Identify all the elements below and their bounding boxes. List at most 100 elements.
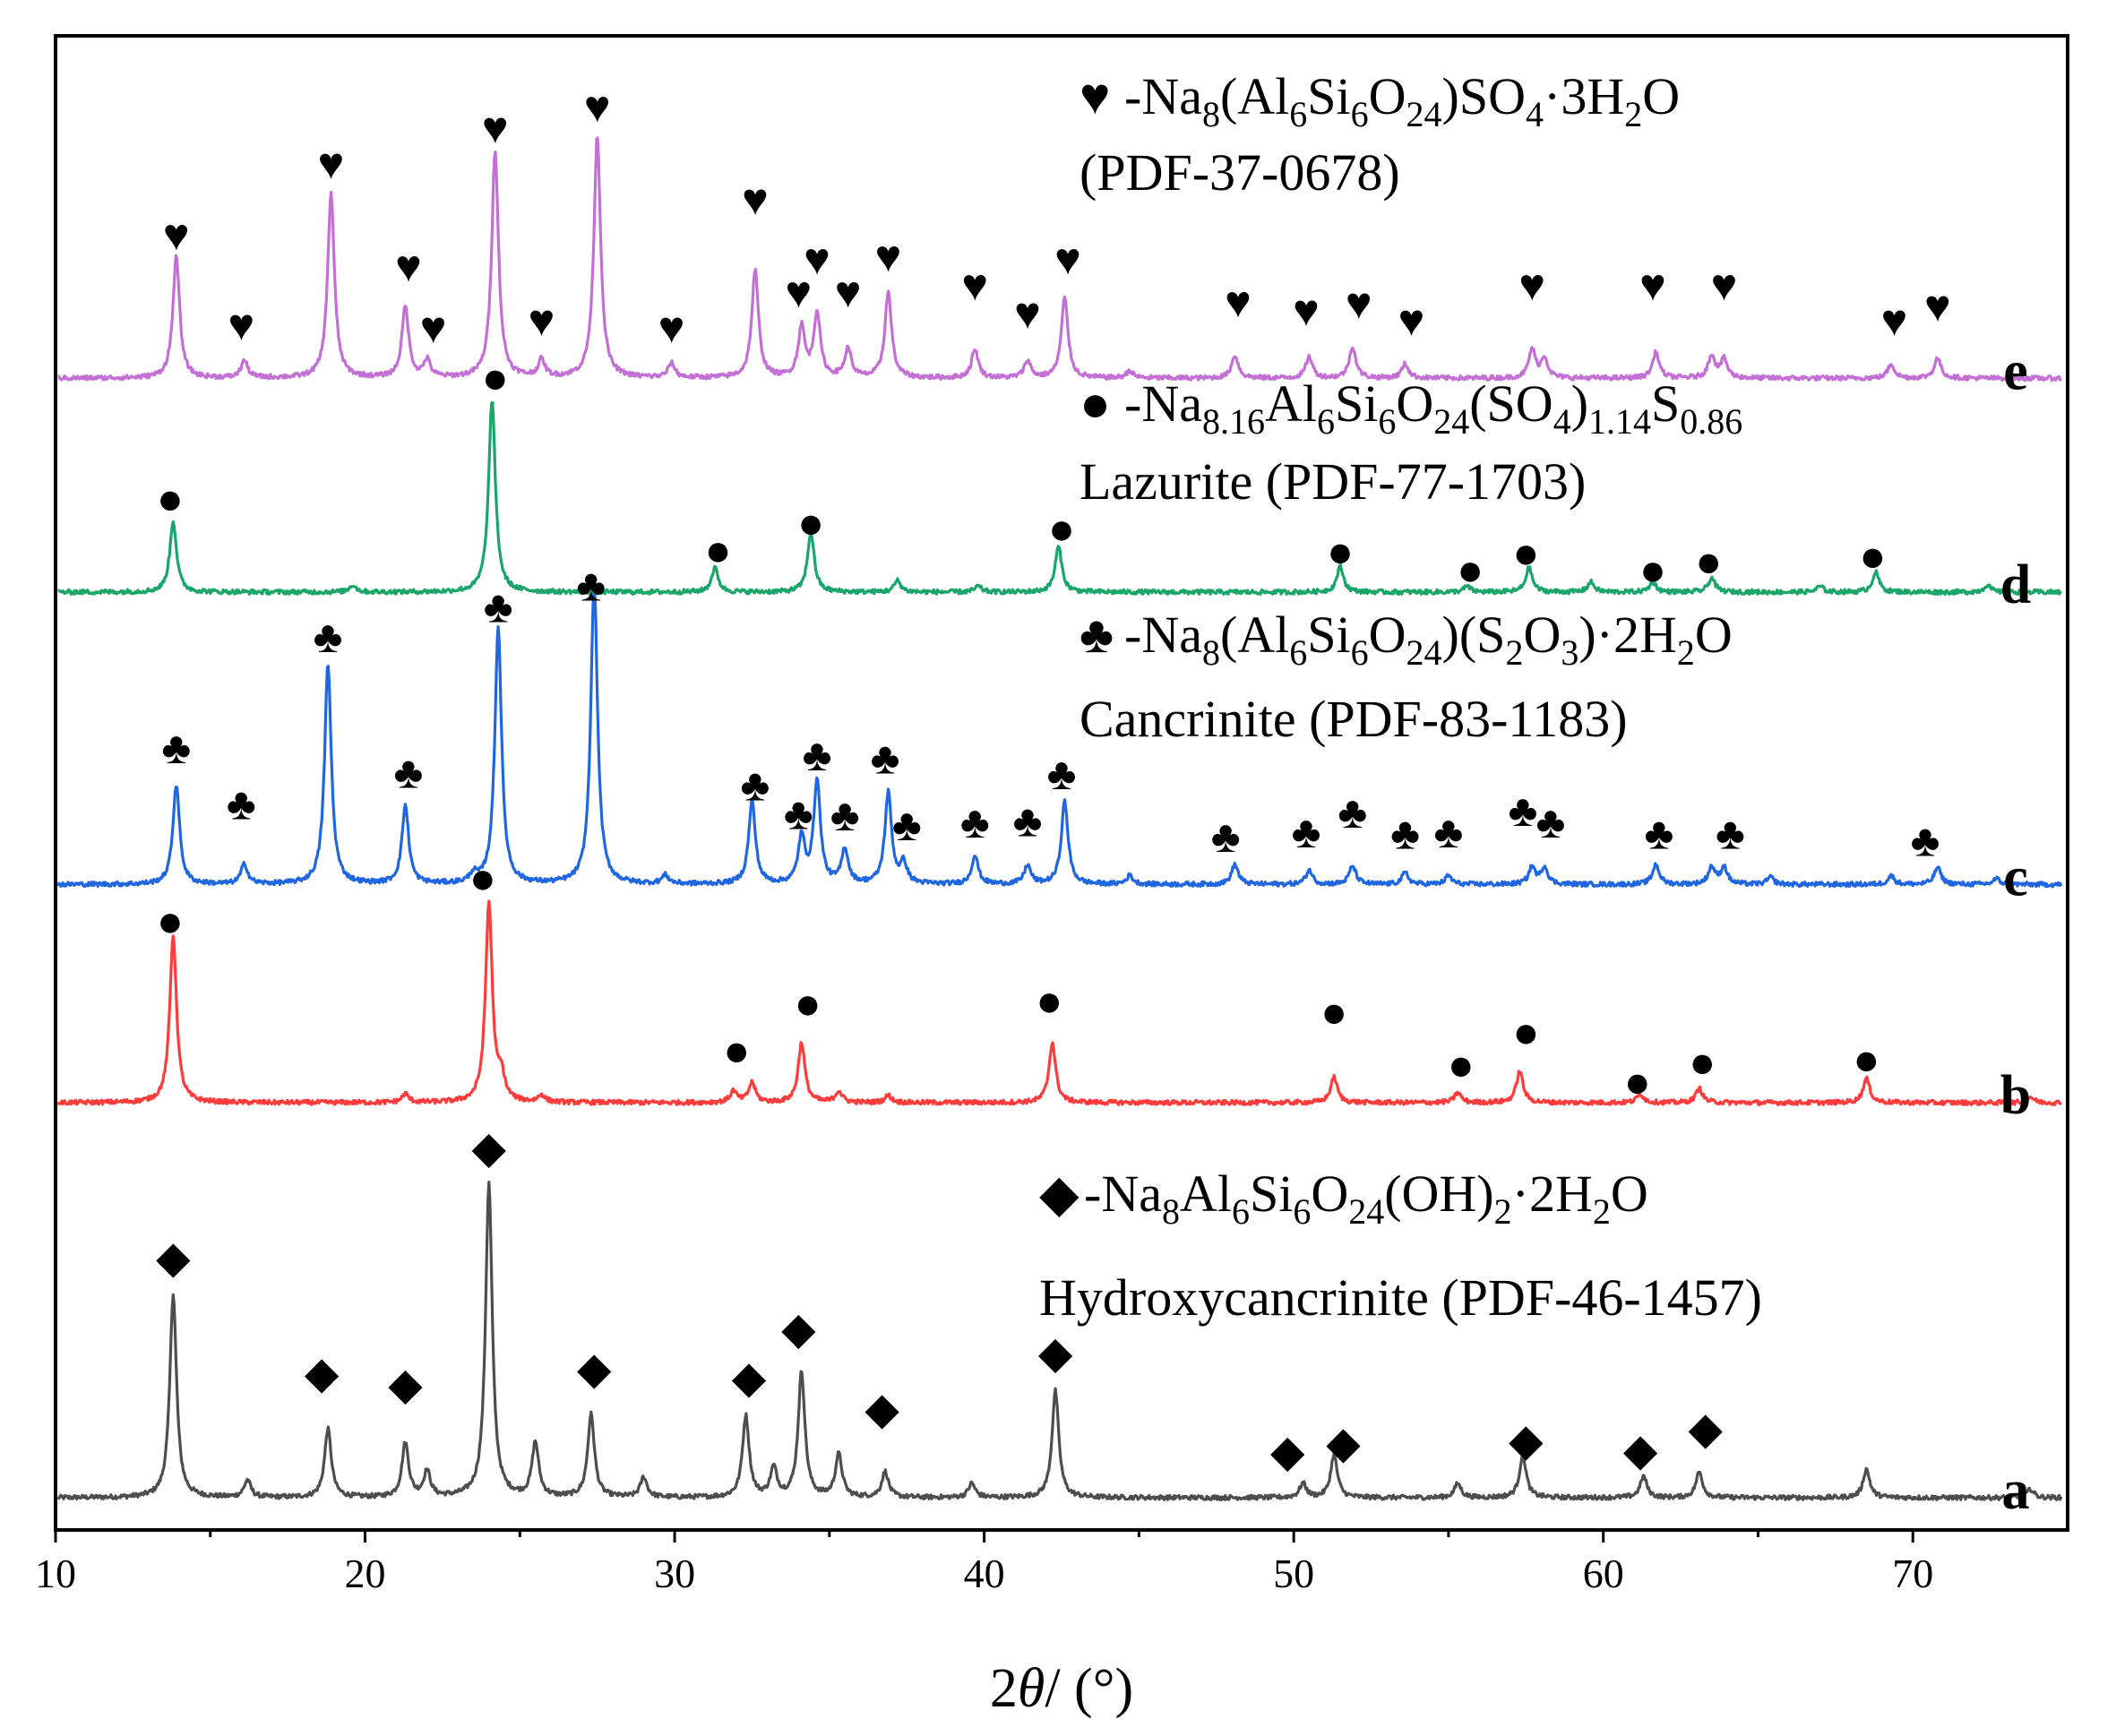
legend-heart-reference: (PDF-37-0678) [1080, 143, 1400, 202]
club-marker: ♣ [227, 778, 256, 829]
club-marker: ♣ [960, 797, 990, 847]
diamond-marker: ◆ [577, 1344, 612, 1394]
legend-dot-reference: Lazurite (PDF-77-1703) [1080, 452, 1586, 511]
x-axis-label-suffix: / (°) [1045, 1658, 1133, 1719]
x-axis-label: 2θ/ (°) [990, 1658, 1133, 1719]
dot-marker: ● [157, 474, 184, 524]
dot-marker: ● [1448, 1040, 1475, 1090]
x-tick-label: 60 [1583, 1551, 1624, 1596]
dot-marker: ● [482, 352, 509, 402]
diamond-marker: ◆ [1623, 1424, 1658, 1474]
club-marker: ♣ [314, 612, 343, 662]
club-marker: ♣ [784, 788, 813, 838]
curve-d [57, 400, 2062, 597]
dot-marker: ● [1695, 537, 1722, 587]
curve-c [56, 580, 2063, 889]
curve-a [56, 1180, 2063, 1501]
curves-layer: a b c d e [56, 136, 2063, 1521]
x-tick-label: 30 [654, 1551, 695, 1596]
heart-marker: ♥ [1639, 260, 1666, 310]
x-axis-label-symbol: θ [1018, 1658, 1045, 1719]
curve-label-b: b [2000, 1065, 2031, 1126]
diamond-marker: ◆ [1688, 1404, 1723, 1454]
heart-marker: ♥ [1346, 278, 1372, 328]
dot-marker: ● [157, 896, 184, 946]
club-marker: ♣ [1911, 816, 1940, 866]
dot-marker: ● [469, 853, 496, 903]
legend-club-symbol: ♣ [1080, 606, 1114, 664]
heart-marker: ♥ [1518, 260, 1545, 310]
heart-marker: ♥ [835, 267, 862, 317]
diamond-marker: ◆ [732, 1352, 767, 1402]
club-marker: ♣ [1338, 787, 1367, 838]
club-marker: ♣ [803, 730, 832, 780]
x-tick-label: 20 [345, 1551, 386, 1596]
club-marker: ♣ [1047, 749, 1077, 799]
diamond-marker: ◆ [1326, 1418, 1361, 1468]
curve-label-d: d [2000, 554, 2031, 615]
dot-marker: ● [1457, 545, 1484, 595]
dot-marker: ● [795, 978, 821, 1028]
diamond-marker: ◆ [781, 1303, 816, 1354]
heart-marker: ♥ [1398, 296, 1425, 346]
heart-marker: ♥ [228, 299, 254, 349]
club-marker: ♣ [830, 790, 860, 840]
club-marker: ♣ [1013, 795, 1043, 846]
heart-marker: ♥ [1014, 288, 1041, 339]
heart-marker: ♥ [420, 303, 447, 353]
club-marker: ♣ [1644, 809, 1673, 859]
club-marker: ♣ [1434, 807, 1464, 857]
x-tick-label: 50 [1273, 1551, 1314, 1596]
heart-marker: ♥ [804, 234, 830, 284]
diamond-marker: ◆ [156, 1233, 191, 1283]
curve-e [57, 136, 2063, 382]
dot-marker: ● [1859, 530, 1886, 580]
x-axis-label-prefix: 2 [990, 1658, 1018, 1719]
diamond-marker: ◆ [864, 1383, 899, 1433]
x-tick-label: 10 [35, 1551, 76, 1596]
dot-marker: ● [1639, 545, 1666, 595]
dot-marker: ● [1512, 528, 1539, 578]
curve-b [56, 899, 2063, 1107]
dot-marker: ● [1853, 1034, 1879, 1084]
club-marker: ♣ [1292, 807, 1321, 857]
club-marker: ♣ [394, 747, 424, 797]
curve-label-c: c [2003, 847, 2028, 907]
dot-marker: ● [1689, 1036, 1716, 1087]
heart-marker: ♥ [395, 241, 422, 291]
dot-marker: ● [1327, 527, 1354, 577]
dot-marker: ● [1512, 1007, 1539, 1057]
markers-layer: ◆◆ ◆◆◆ ◆◆◆◆◆ ◆ ◆ ◆ ◆●●●● ● ●●●● ● ●♣♣♣♣♣ ♣♣♣♣♣♣♣ ♣ ♣♣… [156, 82, 1951, 1476]
club-marker: ♣ [1211, 812, 1241, 862]
dot-marker: ● [704, 525, 731, 575]
diamond-marker: ◆ [305, 1347, 340, 1397]
legend-heart-symbol: ♥ [1080, 67, 1110, 125]
club-marker: ♣ [1390, 809, 1420, 859]
legend-heart-formula: -Na8(Al6Si6O24)SO4·3H2O [1124, 67, 1680, 134]
heart-marker: ♥ [584, 82, 611, 132]
club-marker: ♣ [892, 800, 922, 850]
diamond-marker: ◆ [472, 1122, 507, 1173]
legend-diamond-formula: -Na8Al6Si6O24(OH)2·2H2O [1084, 1164, 1648, 1232]
diamond-marker: ◆ [1270, 1426, 1305, 1476]
club-marker: ♣ [484, 582, 513, 632]
dot-marker: ● [1624, 1057, 1651, 1107]
club-marker: ♣ [741, 761, 770, 811]
heart-marker: ♥ [529, 296, 555, 346]
x-tick-label: 70 [1892, 1551, 1933, 1596]
curve-label-e: e [2003, 340, 2028, 401]
heart-marker: ♥ [1881, 296, 1908, 346]
plot-frame [54, 34, 2069, 1532]
dot-marker: ● [1320, 987, 1347, 1037]
legend-dot-formula: -Na8.16Al6Si6O24(SO4)1.14S0.86 [1124, 374, 1742, 442]
heart-marker: ♥ [1054, 234, 1081, 284]
club-marker: ♣ [871, 733, 900, 783]
dot-marker: ● [797, 498, 824, 548]
legend-layer: ♥ -Na8(Al6Si6O24)SO4·3H2O(PDF-37-0678)● -N… [1039, 67, 1762, 1327]
dot-marker: ● [1036, 975, 1062, 1026]
heart-marker: ♥ [163, 210, 190, 260]
heart-marker: ♥ [482, 103, 509, 153]
heart-marker: ♥ [1924, 281, 1951, 331]
curve-label-a: a [2002, 1460, 2030, 1521]
